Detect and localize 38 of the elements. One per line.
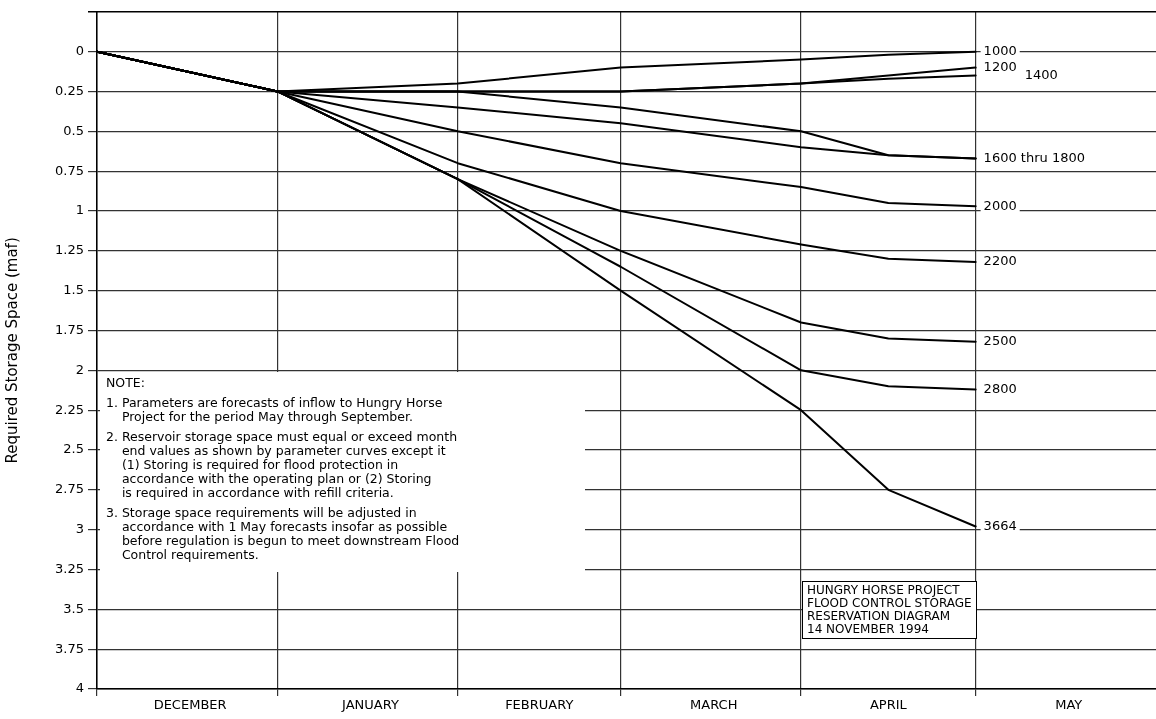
series-label: 2500: [983, 333, 1017, 349]
annotation: 2. Reservoir storage space must equal or exceed month end values as shown by parameter curves except it (1) Storing is required for flood protection in accordance with the operating plan or (2) Storing is required in accordance with refill criteria.: [106, 429, 459, 500]
text: HUNGRY HORSE PROJECT FLOOD CONTROL STORAGE RESERVATION DIAGRAM 14 NOVEMBER 1994: [802, 581, 977, 639]
y-tick-label: 0: [75, 43, 84, 59]
y-tick-label: 4: [75, 680, 84, 696]
series-label: 2800: [983, 380, 1017, 396]
y-tick-label: 3.25: [55, 560, 84, 576]
y-tick-label: 2: [75, 361, 84, 377]
y-axis-title: Required Storage Space (maf): [2, 237, 21, 464]
annotation: NOTE:: [106, 375, 146, 390]
annotation: 3. Storage space requirements will be adjusted in accordance with 1 May forecasts insofar as possible before regulation is begun to meet downstream Flood Control requirements.: [106, 505, 461, 562]
series-label: 1600 thru 1800: [983, 149, 1085, 165]
y-tick-label: 1.75: [55, 321, 84, 337]
y-tick-label: 3.75: [55, 640, 84, 656]
y-tick-label: 2.5: [63, 441, 84, 457]
series-label: 2200: [983, 253, 1017, 269]
series-label: 3664: [983, 517, 1017, 533]
annotation: 1. Parameters are forecasts of inflow to Hungry Horse Project for the period May through September.: [106, 395, 444, 424]
y-tick-label: 1.25: [55, 242, 84, 258]
y-tick-label: 2.25: [55, 401, 84, 417]
y-tick-label: 2.75: [55, 481, 84, 497]
y-tick-label: 1.5: [63, 282, 84, 298]
y-tick-label: 1: [75, 202, 84, 218]
x-tick-label: DECEMBER: [153, 697, 227, 713]
y-tick-label: 0.75: [55, 162, 84, 178]
text: 1400: [1024, 66, 1058, 82]
series-label: 1200: [983, 58, 1017, 74]
series-label: 2000: [983, 197, 1017, 213]
series-label: 1000: [983, 43, 1017, 59]
x-tick-label: MARCH: [690, 697, 738, 713]
x-tick-label: APRIL: [869, 697, 908, 713]
y-tick-label: 3: [75, 521, 84, 537]
y-tick-label: 0.25: [55, 82, 84, 98]
x-tick-label: MAY: [1055, 697, 1083, 713]
y-tick-label: 0.5: [63, 122, 84, 138]
x-tick-label: JANUARY: [341, 697, 399, 713]
y-tick-label: 3.5: [63, 600, 84, 616]
x-tick-label: FEBRUARY: [505, 697, 574, 713]
